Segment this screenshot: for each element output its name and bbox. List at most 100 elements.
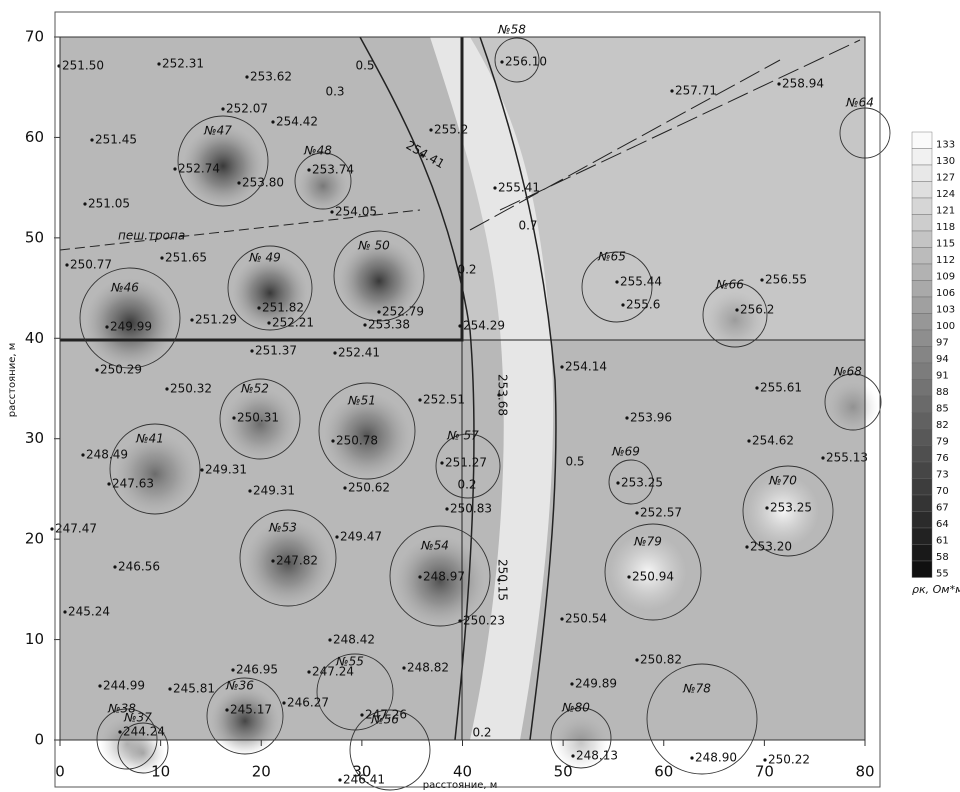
mound-label: №41 xyxy=(135,432,164,446)
elevation-label: 246.41 xyxy=(343,773,385,787)
elevation-point xyxy=(248,489,251,492)
y-tick-label: 0 xyxy=(34,731,44,749)
y-tick-label: 70 xyxy=(25,28,44,46)
x-tick-label: 80 xyxy=(855,763,874,781)
elevation-label: 255.61 xyxy=(760,381,802,395)
legend-swatch xyxy=(912,380,932,397)
elevation-label: 250.29 xyxy=(100,363,142,377)
elevation-label: 250.83 xyxy=(450,502,492,516)
elevation-label: 254.29 xyxy=(463,319,505,333)
elevation-label: 249.31 xyxy=(253,484,295,498)
mound-label: №54 xyxy=(420,539,449,553)
legend-label: 76 xyxy=(936,453,949,464)
elevation-point xyxy=(257,306,260,309)
mound-label: №37 xyxy=(123,711,152,725)
elevation-label: 254.62 xyxy=(752,434,794,448)
elevation-point xyxy=(118,730,121,733)
elevation-label: 256.55 xyxy=(765,273,807,287)
y-tick-label: 40 xyxy=(25,329,44,347)
elevation-label: 252.07 xyxy=(226,102,268,116)
elevation-point xyxy=(763,758,766,761)
elevation-point xyxy=(231,668,234,671)
contour-label: 0.3 xyxy=(325,85,344,99)
contour-label: 0.7 xyxy=(518,219,537,233)
elevation-point xyxy=(402,666,405,669)
elevation-label: 253.68 xyxy=(496,374,510,416)
mound-label: № 50 xyxy=(357,239,390,253)
mound-label: №64 xyxy=(845,96,874,110)
legend-label: 70 xyxy=(936,486,949,497)
contour-label: 0.5 xyxy=(565,455,584,469)
elevation-label: 254.14 xyxy=(565,360,607,374)
elevation-point xyxy=(81,453,84,456)
elevation-point xyxy=(493,186,496,189)
legend-swatch xyxy=(912,396,932,413)
elevation-label: 250.78 xyxy=(336,434,378,448)
elevation-label: 251.29 xyxy=(195,313,237,327)
elevation-point xyxy=(625,416,628,419)
elevation-point xyxy=(237,181,240,184)
elevation-point xyxy=(307,670,310,673)
elevation-point xyxy=(168,687,171,690)
elevation-label: 247.82 xyxy=(276,554,318,568)
elevation-point xyxy=(690,756,693,759)
elevation-label: 252.41 xyxy=(338,346,380,360)
elevation-point xyxy=(98,684,101,687)
mound-label: № 57 xyxy=(446,429,479,443)
elevation-label: 244.99 xyxy=(103,679,145,693)
legend-unit: ρк, Ом*м xyxy=(912,583,960,596)
elevation-label: 250.32 xyxy=(170,382,212,396)
elevation-point xyxy=(635,511,638,514)
elevation-point xyxy=(760,278,763,281)
elevation-point xyxy=(377,310,380,313)
legend-swatch xyxy=(912,149,932,166)
elevation-label: 253.25 xyxy=(621,476,663,490)
elevation-point xyxy=(360,713,363,716)
elevation-point xyxy=(165,387,168,390)
contour-label: 0.2 xyxy=(457,478,476,492)
elevation-label: 246.95 xyxy=(236,663,278,677)
legend-label: 79 xyxy=(936,436,949,447)
elevation-label: 250.77 xyxy=(70,258,112,272)
legend-swatch xyxy=(912,132,932,149)
elevation-point xyxy=(343,486,346,489)
elevation-label: 245.81 xyxy=(173,682,215,696)
elevation-label: 249.47 xyxy=(340,530,382,544)
elevation-label: 246.27 xyxy=(287,696,329,710)
legend-label: 64 xyxy=(936,519,949,530)
elevation-label: 248.90 xyxy=(695,751,737,765)
elevation-point xyxy=(747,439,750,442)
elevation-label: 247.47 xyxy=(55,522,97,536)
elevation-point xyxy=(755,386,758,389)
elevation-label: 255.44 xyxy=(620,275,662,289)
legend-swatch xyxy=(912,446,932,463)
elevation-point xyxy=(560,365,563,368)
elevation-label: 255.41 xyxy=(498,181,540,195)
elevation-label: 253.74 xyxy=(312,163,354,177)
mound-label: №46 xyxy=(110,281,139,295)
legend-label: 127 xyxy=(936,172,955,183)
legend-label: 85 xyxy=(936,403,949,414)
legend-label: 106 xyxy=(936,288,955,299)
elevation-label: 253.20 xyxy=(750,540,792,554)
elevation-point xyxy=(232,416,235,419)
elevation-label: 250.54 xyxy=(565,612,607,626)
legend-label: 82 xyxy=(936,420,949,431)
legend-swatch xyxy=(912,281,932,298)
legend-label: 94 xyxy=(936,354,949,365)
legend-label: 91 xyxy=(936,370,949,381)
legend-label: 97 xyxy=(936,337,949,348)
elevation-label: 256.10 xyxy=(505,55,547,69)
contour-label: 0.2 xyxy=(457,263,476,277)
elevation-label: 255.6 xyxy=(626,298,660,312)
legend-swatch xyxy=(912,413,932,430)
elevation-label: 247.26 xyxy=(365,708,407,722)
elevation-point xyxy=(440,461,443,464)
legend-swatch xyxy=(912,198,932,215)
elevation-point xyxy=(267,321,270,324)
y-tick-label: 20 xyxy=(25,530,44,548)
elevation-label: 253.38 xyxy=(368,318,410,332)
mound-label: №68 xyxy=(833,365,862,379)
elevation-point xyxy=(745,545,748,548)
legend-label: 100 xyxy=(936,321,955,332)
